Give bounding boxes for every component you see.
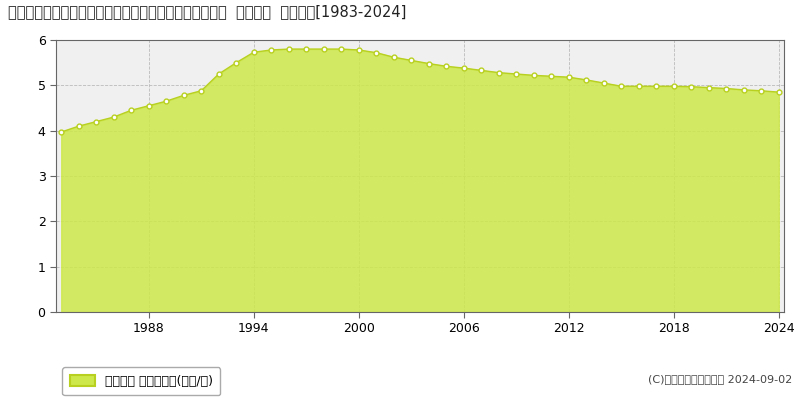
Text: 栃木県下都賀郡壬生町大字安塚字西原２３８９番１１外  地価公示  地価推移[1983-2024]: 栃木県下都賀郡壬生町大字安塚字西原２３８９番１１外 地価公示 地価推移[1983… [8, 4, 406, 19]
Legend: 地価公示 平均坪単価(万円/坪): 地価公示 平均坪単価(万円/坪) [62, 367, 220, 395]
Text: (C)土地価格ドットコム 2024-09-02: (C)土地価格ドットコム 2024-09-02 [648, 374, 792, 384]
